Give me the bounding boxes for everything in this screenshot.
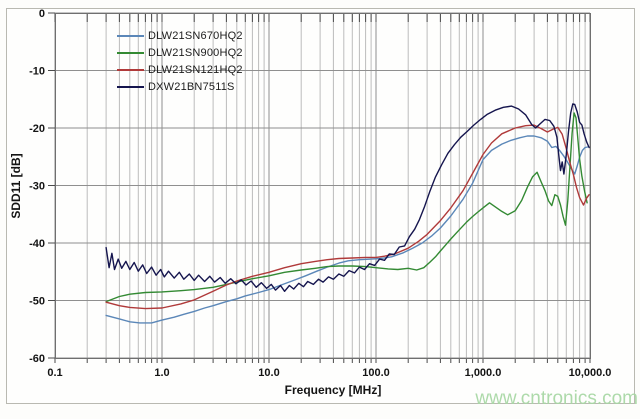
plot-border [55, 13, 591, 359]
legend-item-DLW21SN900HQ2: DLW21SN900HQ2 [117, 46, 243, 59]
legend-label: DLW21SN121HQ2 [148, 63, 243, 76]
series-lines [105, 103, 590, 324]
x-tick-label: 100.0 [362, 367, 390, 379]
y-tick-label: -40 [29, 238, 45, 250]
series-line-DLW21SN670HQ2 [105, 135, 589, 324]
legend-item-DLW21SN670HQ2: DLW21SN670HQ2 [117, 29, 243, 42]
series-line-DLW21SN121HQ2 [105, 124, 590, 310]
y-axis-title: SDD11 [dB] [9, 153, 23, 218]
legend-label: DLW21SN900HQ2 [148, 46, 243, 59]
y-tick-label: 0 [39, 8, 45, 20]
legend-label: DXW21BN7511S [148, 80, 235, 93]
chart-legend: DLW21SN670HQ2 DLW21SN900HQ2 DLW21SN121HQ2 D… [117, 29, 243, 93]
series-line-DXW21BN7511S [105, 103, 590, 292]
legend-line-swatch [117, 68, 144, 71]
x-tick-label: 10,000.0 [569, 367, 612, 379]
y-tick-label: -20 [29, 123, 45, 135]
series-line-DLW21SN900HQ2 [105, 112, 588, 303]
legend-item-DXW21BN7511S: DXW21BN7511S [117, 80, 243, 93]
legend-label: DLW21SN670HQ2 [148, 29, 243, 42]
watermark-text: www.cntronics.com [474, 388, 638, 409]
y-tick-label: -10 [29, 66, 45, 78]
x-axis-title: Frequency [MHz] [285, 383, 382, 397]
x-tick-label: 10.0 [258, 367, 279, 379]
x-tick-label: 0.1 [47, 367, 62, 379]
legend-line-swatch [117, 51, 144, 54]
y-tick-label: -50 [29, 296, 45, 308]
y-tick-label: -60 [29, 353, 45, 365]
y-tick-label: -30 [29, 181, 45, 193]
legend-item-DLW21SN121HQ2: DLW21SN121HQ2 [117, 63, 243, 76]
legend-line-swatch [117, 34, 144, 37]
x-tick-label: 1,000.0 [465, 367, 502, 379]
legend-line-swatch [117, 85, 144, 88]
x-tick-label: 1.0 [154, 367, 169, 379]
axis-tick-labels: 0.1 1.0 10.0 100.0 1,000.0 10,000.0 0 -10 -20 -30… [29, 8, 611, 379]
